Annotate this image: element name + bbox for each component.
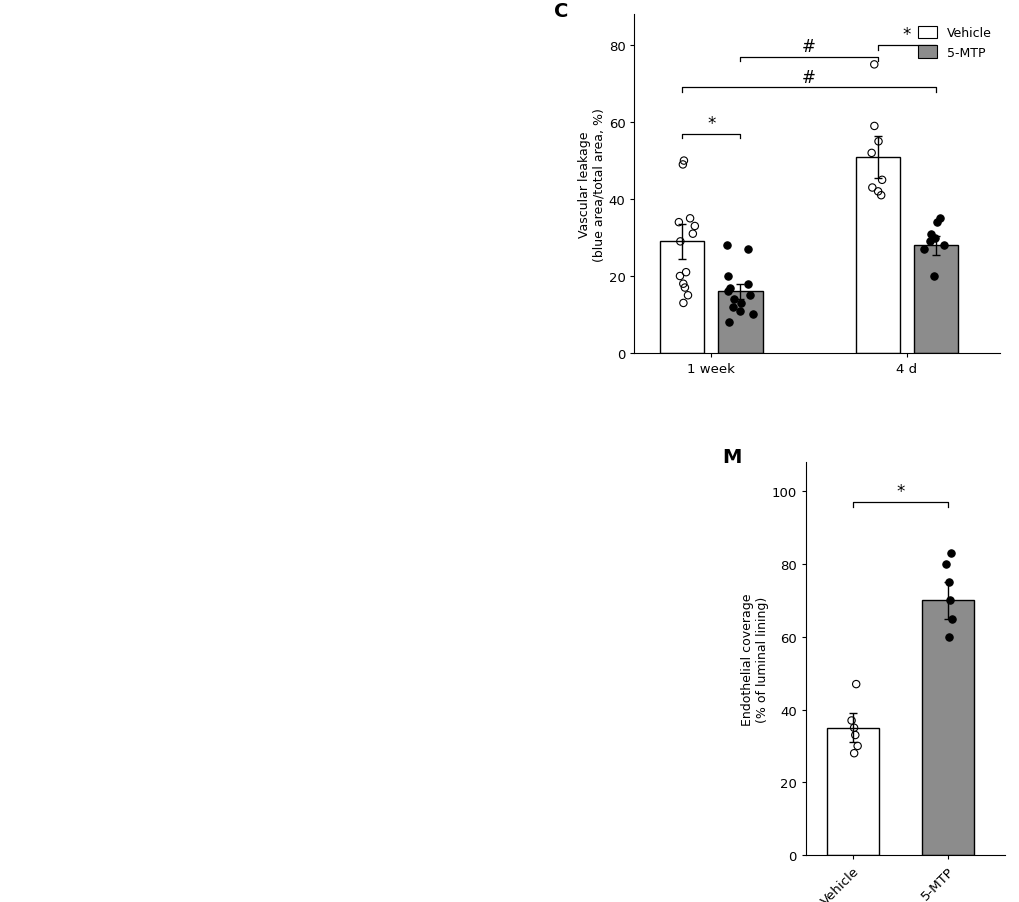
Point <box>674 158 690 172</box>
Point <box>682 212 698 226</box>
Bar <box>826 728 878 855</box>
Point <box>733 297 749 311</box>
Text: *: * <box>706 115 714 133</box>
Point <box>927 216 944 230</box>
Text: *: * <box>896 483 904 501</box>
Text: #: # <box>801 69 815 87</box>
Point <box>676 281 692 296</box>
Legend: Vehicle, 5-MTP: Vehicle, 5-MTP <box>912 22 996 65</box>
Point <box>845 746 861 760</box>
Point <box>843 713 859 728</box>
Point <box>925 231 942 245</box>
Point <box>744 308 760 322</box>
Bar <box>921 601 973 855</box>
Text: M: M <box>721 447 741 466</box>
Point <box>847 677 863 692</box>
Point <box>869 135 886 150</box>
Point <box>847 728 863 742</box>
Point <box>680 289 696 303</box>
Point <box>863 146 879 161</box>
Point <box>684 227 700 242</box>
Point <box>686 219 702 234</box>
Point <box>720 281 737 296</box>
Point <box>944 612 960 626</box>
Point <box>865 58 881 72</box>
Bar <box>659 242 703 354</box>
Point <box>739 277 755 291</box>
Point <box>720 316 737 330</box>
Text: #: # <box>801 38 815 56</box>
Point <box>924 270 941 284</box>
Point <box>726 292 742 307</box>
Point <box>671 216 687 230</box>
Point <box>676 154 692 169</box>
Point <box>849 739 865 753</box>
Point <box>863 181 879 196</box>
Point <box>865 120 881 134</box>
Point <box>937 557 954 572</box>
Point <box>672 235 688 249</box>
Y-axis label: Endothelial coverage
(% of luminal lining): Endothelial coverage (% of luminal linin… <box>740 593 768 725</box>
Point <box>731 304 747 318</box>
Bar <box>913 246 958 354</box>
Point <box>873 173 890 188</box>
Point <box>921 235 937 249</box>
Point <box>719 270 736 284</box>
Y-axis label: Vascular leakage
(blue area/total area, %): Vascular leakage (blue area/total area, … <box>577 107 605 262</box>
Point <box>915 243 931 257</box>
Bar <box>717 292 762 354</box>
Point <box>940 630 956 644</box>
Point <box>935 239 952 253</box>
Point <box>675 277 691 291</box>
Point <box>930 212 947 226</box>
Point <box>739 243 755 257</box>
Point <box>942 547 958 561</box>
Point <box>941 594 957 608</box>
Point <box>725 300 741 315</box>
Point <box>678 266 694 281</box>
Point <box>869 185 886 199</box>
Point <box>718 239 735 253</box>
Point <box>718 285 735 299</box>
Bar <box>855 158 899 354</box>
Point <box>675 297 691 311</box>
Point <box>940 575 956 590</box>
Text: *: * <box>902 26 910 44</box>
Point <box>672 270 688 284</box>
Point <box>742 289 758 303</box>
Text: C: C <box>553 2 568 21</box>
Point <box>921 227 937 242</box>
Point <box>872 189 889 203</box>
Point <box>845 721 861 735</box>
